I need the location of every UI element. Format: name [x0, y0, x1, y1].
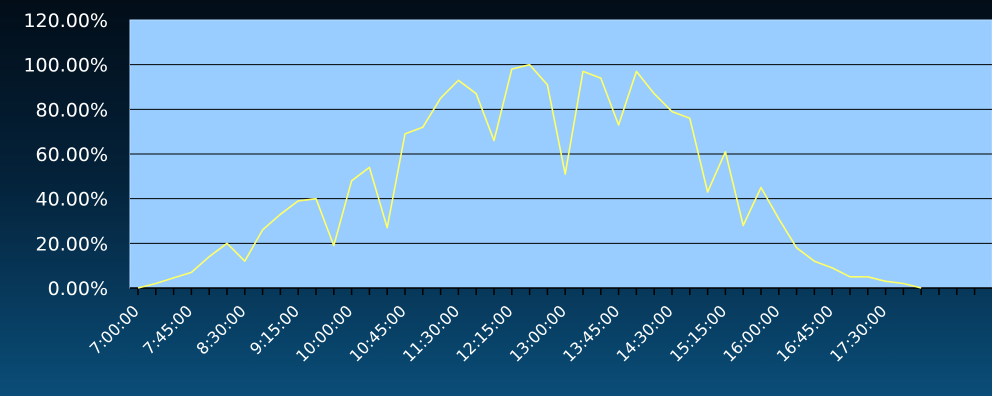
x-tick-label: 15:15:00 — [666, 301, 730, 365]
x-tick-label: 11:30:00 — [399, 301, 463, 365]
x-tick-label: 17:30:00 — [826, 301, 890, 365]
y-tick-label: 80.00% — [36, 99, 108, 121]
x-tick-label: 16:00:00 — [719, 301, 783, 365]
x-tick-label: 7:00:00 — [86, 301, 143, 358]
x-axis-tick-labels: 7:00:007:45:008:30:009:15:0010:00:0010:4… — [86, 301, 891, 365]
x-tick-label: 13:45:00 — [559, 301, 623, 365]
x-tick-label: 14:30:00 — [613, 301, 677, 365]
x-tick-label: 7:45:00 — [139, 301, 196, 358]
y-tick-label: 120.00% — [23, 10, 108, 32]
y-axis-tick-labels: 0.00% 20.00% 40.00% 60.00% 80.00% 100.00% 120.… — [23, 10, 108, 300]
y-tick-label: 0.00% — [48, 278, 108, 300]
x-tick-label: 10:45:00 — [346, 301, 410, 365]
x-tick-label: 8:30:00 — [193, 301, 250, 358]
y-tick-label: 20.00% — [36, 233, 108, 255]
x-tick-label: 12:15:00 — [452, 301, 516, 365]
x-tick-label: 13:00:00 — [506, 301, 570, 365]
y-tick-label: 60.00% — [36, 144, 108, 166]
y-tick-label: 100.00% — [23, 55, 108, 77]
series-line — [137, 63, 922, 289]
x-tick-label: 10:00:00 — [292, 301, 356, 365]
x-axis-tick-marks — [137, 288, 976, 295]
x-tick-label: 16:45:00 — [773, 301, 837, 365]
y-tick-label: 40.00% — [36, 189, 108, 211]
